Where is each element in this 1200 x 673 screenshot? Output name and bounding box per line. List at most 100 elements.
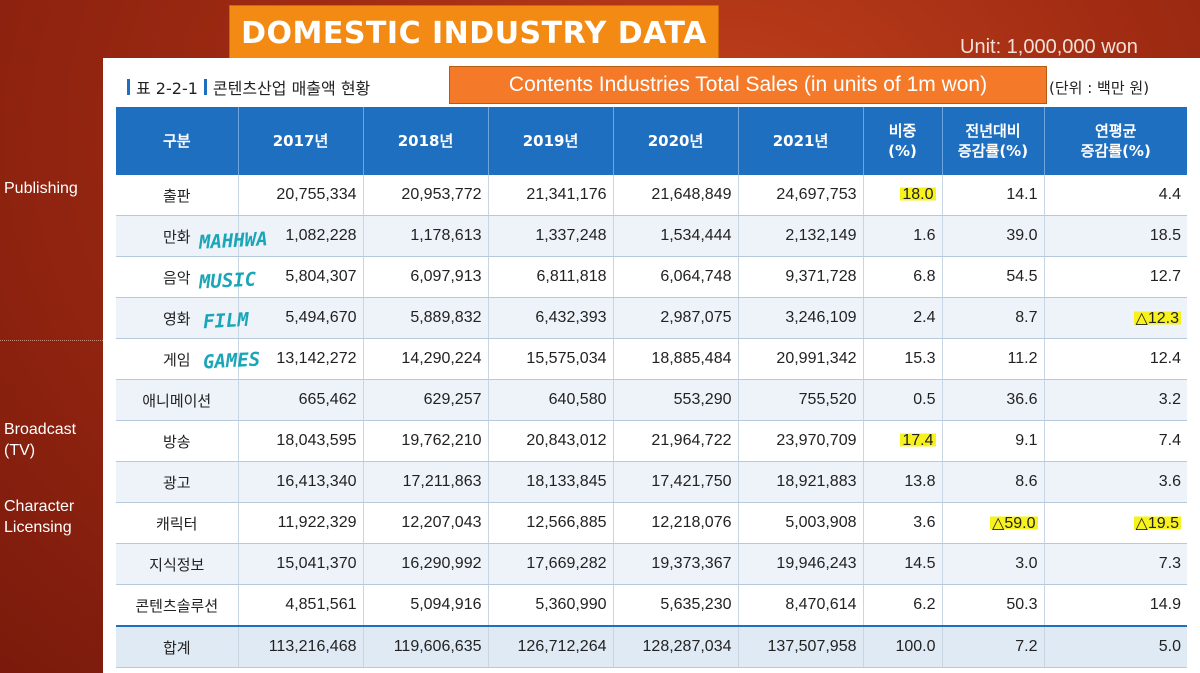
table-cell: 6.8 <box>863 256 943 298</box>
table-cell: 18.5 <box>1044 215 1187 257</box>
table-cell: 17,669,282 <box>488 543 614 585</box>
table-cell: △59.0 <box>942 502 1045 544</box>
table-cell: 16,413,340 <box>238 461 364 503</box>
handnote-games: GAMES <box>202 348 261 374</box>
table-body: 출판 20,755,334 20,953,772 21,341,176 21,648,8… <box>116 175 1187 668</box>
table-cell: 12.4 <box>1044 338 1187 380</box>
table-cell: 12,207,043 <box>363 502 489 544</box>
table-cell: 4.4 <box>1044 175 1187 216</box>
table-row: 콘텐츠솔루션 4,851,561 5,094,916 5,360,990 5,635,2… <box>116 584 1187 627</box>
table-row: 애니메이션 665,462 629,257 640,580 553,290 755,520… <box>116 379 1187 421</box>
unit-ko: (단위 : 백만 원) <box>1049 78 1150 97</box>
table-cell: 8.7 <box>942 297 1045 339</box>
table-cell: 7.3 <box>1044 543 1187 585</box>
table-cell: 8,470,614 <box>738 584 864 627</box>
table-cell: 1,178,613 <box>363 215 489 257</box>
table-cell: 54.5 <box>942 256 1045 298</box>
table-cell: 7.2 <box>942 625 1045 668</box>
table-row: 만화 1,082,228 1,178,613 1,337,248 1,534,444 2,… <box>116 215 1187 257</box>
table-row: 음악 5,804,307 6,097,913 6,811,818 6,064,748 9,… <box>116 256 1187 298</box>
table-cell: 9.1 <box>942 420 1045 462</box>
table-cell: 1.6 <box>863 215 943 257</box>
row-category: 지식정보 <box>116 543 239 585</box>
side-label-character: Character Licensing <box>4 498 75 536</box>
table-row: 출판 20,755,334 20,953,772 21,341,176 21,648,8… <box>116 175 1187 216</box>
table-cell: 8.6 <box>942 461 1045 503</box>
table-cell: 21,964,722 <box>613 420 739 462</box>
table-cell: 5,635,230 <box>613 584 739 627</box>
caption-bar-right <box>203 79 207 95</box>
row-category: 만화 <box>116 215 239 257</box>
handnote-film: FILM <box>202 308 250 334</box>
table-cell: 11,922,329 <box>238 502 364 544</box>
table-cell: 128,287,034 <box>613 625 739 668</box>
table-cell: 6.2 <box>863 584 943 627</box>
table-cell: 16,290,992 <box>363 543 489 585</box>
table-header-row: 구분 2017년 2018년 2019년 2020년 2021년 비중 (%) 전년대비 증감… <box>116 107 1187 175</box>
table-cell: 5,360,990 <box>488 584 614 627</box>
table-cell: 20,953,772 <box>363 175 489 216</box>
table-cell: 36.6 <box>942 379 1045 421</box>
column-header-2: 2018년 <box>363 107 489 175</box>
table-cell: 12.7 <box>1044 256 1187 298</box>
table-cell: 1,082,228 <box>238 215 364 257</box>
table-cell: 17.4 <box>863 420 943 462</box>
table-cell: 3.2 <box>1044 379 1187 421</box>
column-header-3: 2019년 <box>488 107 614 175</box>
table-cell: 19,946,243 <box>738 543 864 585</box>
row-category: 음악 <box>116 256 239 298</box>
table-cell: 6,064,748 <box>613 256 739 298</box>
table-cell: 5,094,916 <box>363 584 489 627</box>
table-row: 방송 18,043,595 19,762,210 20,843,012 21,964,7… <box>116 420 1187 462</box>
highlighted-value: 18.0 <box>900 186 936 203</box>
slide-title: DOMESTIC INDUSTRY DATA <box>229 5 719 61</box>
table-row: 광고 16,413,340 17,211,863 18,133,845 17,421,7… <box>116 461 1187 503</box>
row-category: 애니메이션 <box>116 379 239 421</box>
row-category: 합계 <box>116 625 239 668</box>
table-cell: 5,003,908 <box>738 502 864 544</box>
table-cell: 24,697,753 <box>738 175 864 216</box>
table-cell: 119,606,635 <box>363 625 489 668</box>
table-cell: 640,580 <box>488 379 614 421</box>
column-header-7: 전년대비 증감률(%) <box>942 107 1045 175</box>
side-divider <box>0 340 103 341</box>
row-category: 캐릭터 <box>116 502 239 544</box>
table-cell: 137,507,958 <box>738 625 864 668</box>
table-cell: 17,211,863 <box>363 461 489 503</box>
table-cell: 13.8 <box>863 461 943 503</box>
table-cell: 19,762,210 <box>363 420 489 462</box>
table-cell: 126,712,264 <box>488 625 614 668</box>
table-cell: 553,290 <box>613 379 739 421</box>
table-caption: 표 2-2-1 콘텐츠산업 매출액 현황 <box>121 74 370 100</box>
table-cell: 20,755,334 <box>238 175 364 216</box>
table-cell: 14,290,224 <box>363 338 489 380</box>
column-header-6: 비중 (%) <box>863 107 943 175</box>
table-cell: 18,133,845 <box>488 461 614 503</box>
table-cell: 100.0 <box>863 625 943 668</box>
table-cell: 18.0 <box>863 175 943 216</box>
table-cell: △12.3 <box>1044 297 1187 339</box>
row-category: 광고 <box>116 461 239 503</box>
sales-table: 구분 2017년 2018년 2019년 2020년 2021년 비중 (%) 전년대비 증감… <box>116 107 1187 668</box>
table-cell: 14.5 <box>863 543 943 585</box>
column-header-8: 연평균 증감률(%) <box>1044 107 1187 175</box>
table-cell: 15,575,034 <box>488 338 614 380</box>
unit-note: Unit: 1,000,000 won <box>960 36 1138 58</box>
column-header-5: 2021년 <box>738 107 864 175</box>
table-cell: 20,843,012 <box>488 420 614 462</box>
table-cell: 13,142,272 <box>238 338 364 380</box>
side-label-broadcast: Broadcast (TV) <box>4 421 77 459</box>
table-cell: 18,885,484 <box>613 338 739 380</box>
table-cell: 12,566,885 <box>488 502 614 544</box>
handnote-music: MUSIC <box>198 268 257 294</box>
table-cell: 18,921,883 <box>738 461 864 503</box>
table-cell: 6,432,393 <box>488 297 614 339</box>
column-header-4: 2020년 <box>613 107 739 175</box>
table-cell: 21,648,849 <box>613 175 739 216</box>
table-cell: 1,534,444 <box>613 215 739 257</box>
table-cell: 20,991,342 <box>738 338 864 380</box>
table-cell: 50.3 <box>942 584 1045 627</box>
table-cell: 23,970,709 <box>738 420 864 462</box>
table-cell: 5.0 <box>1044 625 1187 668</box>
table-cell: 4,851,561 <box>238 584 364 627</box>
